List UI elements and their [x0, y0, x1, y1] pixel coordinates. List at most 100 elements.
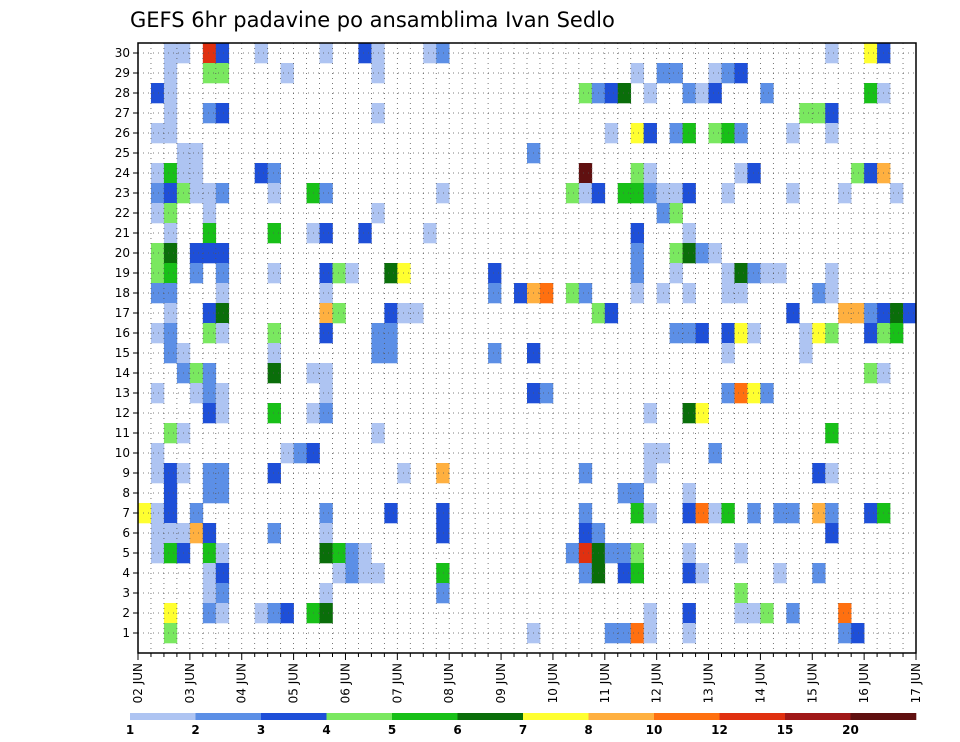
heatmap-cell	[578, 563, 593, 584]
x-tick-label: 08 JUN	[442, 663, 456, 703]
colorbar-label: 3	[257, 723, 265, 737]
x-tick-label: 07 JUN	[390, 663, 404, 703]
x-tick-label: 11 JUN	[598, 663, 612, 703]
heatmap-cell	[345, 543, 359, 564]
heatmap-cell	[319, 603, 333, 624]
heatmap-cell	[825, 103, 839, 124]
heatmap-cell	[630, 543, 644, 564]
heatmap-cell	[436, 43, 450, 64]
heatmap-cell	[267, 363, 281, 384]
y-tick-label: 27	[115, 106, 130, 120]
heatmap-cell	[202, 483, 217, 504]
heatmap-cell	[669, 123, 683, 144]
heatmap-cell	[150, 463, 165, 484]
x-tick-label: 16 JUN	[857, 663, 871, 703]
heatmap-cell	[436, 563, 450, 584]
heatmap-cell	[630, 503, 644, 524]
heatmap-cell	[734, 123, 748, 144]
heatmap-cell	[669, 243, 683, 264]
heatmap-cell	[202, 383, 217, 404]
x-tick-label: 09 JUN	[494, 663, 508, 703]
heatmap-cell	[163, 323, 178, 344]
heatmap-cell	[604, 123, 619, 144]
heatmap-cell	[643, 183, 657, 204]
heatmap-cell	[319, 183, 333, 204]
heatmap-cell	[786, 183, 800, 204]
heatmap-cell	[267, 343, 281, 364]
heatmap-cell	[682, 623, 696, 644]
heatmap-cell	[786, 123, 800, 144]
heatmap-cell	[150, 283, 165, 304]
heatmap-cell	[332, 543, 346, 564]
colorbar-label: 6	[453, 723, 461, 737]
heatmap-cell	[630, 223, 644, 244]
heatmap-cell	[669, 203, 683, 224]
heatmap-cell	[215, 583, 230, 604]
heatmap-cell	[319, 283, 333, 304]
heatmap-cell	[150, 263, 165, 284]
heatmap-cell	[215, 43, 230, 64]
heatmap-cell	[280, 443, 294, 464]
heatmap-cell	[384, 343, 398, 364]
y-tick-label: 29	[115, 66, 130, 80]
heatmap-cell	[734, 543, 748, 564]
heatmap-cell	[734, 283, 748, 304]
heatmap-cell	[734, 323, 748, 344]
heatmap-cell	[319, 263, 333, 284]
heatmap-cell	[630, 283, 644, 304]
heatmap-cell	[851, 623, 865, 644]
heatmap-cell	[617, 83, 632, 104]
heatmap-cell	[280, 603, 294, 624]
heatmap-cell	[215, 303, 230, 324]
heatmap-cell	[189, 263, 204, 284]
heatmap-cell	[488, 343, 502, 364]
heatmap-cell	[202, 43, 217, 64]
heatmap-cell	[708, 63, 722, 84]
heatmap-cell	[189, 183, 204, 204]
heatmap-cell	[358, 543, 372, 564]
heatmap-cell	[319, 323, 333, 344]
heatmap-cell	[163, 203, 178, 224]
heatmap-cell	[669, 183, 683, 204]
heatmap-cell	[747, 323, 761, 344]
heatmap-cell	[890, 183, 904, 204]
heatmap-cell	[189, 243, 204, 264]
heatmap-cell	[643, 163, 657, 184]
heatmap-cell	[150, 183, 165, 204]
colorbar-label: 8	[584, 723, 592, 737]
heatmap-cell	[202, 103, 217, 124]
heatmap-cell	[254, 603, 268, 624]
heatmap-cell	[617, 483, 632, 504]
heatmap-cell	[319, 303, 333, 324]
x-tick-label: 13 JUN	[702, 663, 716, 703]
heatmap-cell	[215, 323, 230, 344]
heatmap-cell	[838, 603, 852, 624]
heatmap-cell	[903, 303, 917, 324]
y-tick-label: 15	[115, 346, 130, 360]
heatmap-cell	[864, 83, 878, 104]
heatmap-cell	[747, 503, 761, 524]
heatmap-cell	[786, 603, 800, 624]
heatmap-cell	[267, 163, 281, 184]
y-tick-label: 8	[122, 486, 130, 500]
heatmap-cell	[864, 43, 878, 64]
heatmap-cell	[578, 463, 593, 484]
x-tick-label: 15 JUN	[805, 663, 819, 703]
y-tick-label: 6	[122, 526, 130, 540]
heatmap-cell	[267, 463, 281, 484]
y-tick-label: 23	[115, 186, 130, 200]
heatmap-cell	[163, 263, 178, 284]
heatmap-cell	[734, 583, 748, 604]
heatmap-cell	[163, 623, 178, 644]
heatmap-cell	[773, 503, 787, 524]
heatmap-cell	[202, 603, 217, 624]
heatmap-cell	[708, 123, 722, 144]
heatmap-cell	[202, 203, 217, 224]
heatmap-cell	[825, 503, 839, 524]
heatmap-cell	[202, 523, 217, 544]
heatmap-cell	[150, 383, 165, 404]
heatmap-cell	[345, 563, 359, 584]
heatmap-cell	[436, 583, 450, 604]
heatmap-cell	[163, 543, 178, 564]
heatmap-cell	[267, 183, 281, 204]
